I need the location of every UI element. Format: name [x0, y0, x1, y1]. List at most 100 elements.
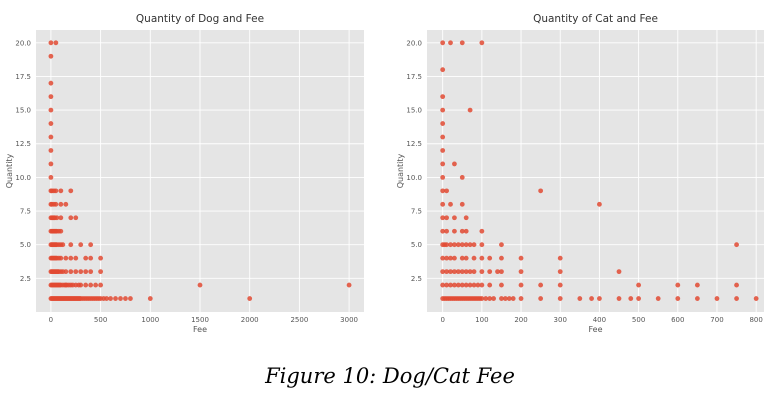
- cat-data-point: [479, 255, 485, 261]
- cat-data-point: [448, 40, 453, 46]
- dog-data-point: [68, 269, 74, 275]
- dog-data-point: [88, 242, 94, 248]
- cat-data-point: [440, 94, 446, 100]
- cat-data-point: [616, 269, 622, 275]
- cat-data-point: [440, 188, 446, 194]
- dog-data-point: [98, 269, 104, 275]
- dog-data-point: [68, 215, 74, 221]
- cat-x-tick-label: 200: [514, 316, 527, 324]
- cat-data-point: [502, 296, 508, 301]
- dog-data-point: [63, 201, 69, 207]
- cat-data-point: [440, 201, 446, 207]
- dog-data-point: [98, 282, 104, 288]
- cat-data-point: [440, 282, 446, 288]
- dog-data-point: [58, 215, 64, 221]
- cat-y-tick-label: 10.0: [406, 174, 422, 182]
- cat-data-point: [734, 296, 739, 301]
- dog-data-point: [60, 242, 66, 248]
- cat-data-point: [452, 242, 457, 248]
- figure-caption: Figure 10: Dog/Cat Fee: [265, 364, 515, 388]
- cat-y-tick-label: 17.5: [406, 73, 422, 81]
- cat-data-point: [455, 269, 461, 275]
- cat-data-point: [459, 255, 465, 261]
- cat-data-point: [440, 215, 446, 221]
- cat-data-point: [440, 40, 446, 46]
- dog-x-tick-label: 2500: [290, 316, 308, 324]
- cat-data-point: [440, 67, 446, 73]
- cat-x-tick-label: 300: [554, 316, 567, 324]
- dog-x-tick-label: 2000: [241, 316, 259, 324]
- cat-x-tick-label: 0: [440, 316, 444, 324]
- dog-data-point: [104, 296, 109, 301]
- dog-y-tick-label: 20.0: [15, 39, 31, 47]
- dog-y-tick-label: 12.5: [15, 140, 31, 148]
- dog-data-point: [58, 255, 64, 261]
- dog-data-point: [88, 282, 94, 288]
- cat-data-point: [597, 296, 602, 301]
- cat-data-point: [459, 282, 465, 288]
- dog-data-point: [48, 80, 54, 86]
- dog-data-point: [113, 296, 118, 301]
- cat-data-point: [616, 296, 622, 301]
- cat-data-point: [655, 296, 661, 301]
- cat-x-tick-label: 700: [710, 316, 723, 324]
- cat-data-point: [518, 255, 524, 261]
- dog-x-tick-label: 500: [94, 316, 107, 324]
- cat-data-point: [557, 255, 563, 261]
- cat-data-point: [479, 296, 485, 301]
- cat-data-point: [459, 40, 465, 46]
- cat-y-tick-label: 12.5: [406, 140, 422, 148]
- cat-data-point: [463, 269, 469, 275]
- cat-data-point: [487, 269, 493, 275]
- cat-data-point: [448, 242, 453, 248]
- dog-data-point: [78, 282, 84, 288]
- dog-fee-scatter-plot: 0 500 1000 1500 2000 2500 3000 2.5 5.0 7.5 10.0 12.…: [5, 13, 364, 334]
- cat-x-axis-label: Fee: [588, 325, 602, 334]
- dog-data-point: [83, 282, 89, 288]
- cat-data-point: [459, 174, 465, 180]
- dog-data-point: [48, 134, 54, 140]
- cat-data-point: [506, 296, 512, 301]
- dog-data-point: [53, 201, 59, 207]
- cat-data-point: [518, 269, 524, 275]
- cat-data-point: [467, 269, 473, 275]
- cat-data-point: [440, 107, 446, 113]
- cat-data-point: [452, 255, 457, 261]
- dog-y-tick-label: 10.0: [15, 174, 31, 182]
- dog-data-point: [53, 188, 59, 194]
- cat-data-point: [495, 269, 500, 275]
- cat-data-point: [444, 269, 449, 275]
- cat-data-point: [475, 282, 481, 288]
- cat-data-point: [452, 282, 457, 288]
- cat-data-point: [448, 255, 453, 261]
- cat-chart-title: Quantity of Cat and Fee: [533, 13, 658, 25]
- cat-data-point: [448, 201, 453, 207]
- cat-data-point: [597, 201, 602, 207]
- cat-data-point: [467, 107, 473, 113]
- cat-data-point: [675, 296, 681, 301]
- cat-data-point: [471, 269, 477, 275]
- cat-data-point: [557, 269, 563, 275]
- dog-data-point: [48, 174, 54, 180]
- dog-data-point: [118, 296, 123, 301]
- dog-y-tick-label: 15.0: [15, 107, 31, 115]
- cat-data-point: [467, 282, 473, 288]
- cat-data-point: [440, 134, 446, 140]
- cat-data-point: [714, 296, 720, 301]
- cat-data-point: [440, 161, 446, 167]
- cat-data-point: [459, 201, 465, 207]
- cat-data-point: [440, 269, 446, 275]
- cat-data-point: [538, 296, 544, 301]
- dog-x-tick-label: 1500: [191, 316, 209, 324]
- cat-data-point: [440, 121, 446, 126]
- cat-y-axis-label: Quantity: [396, 153, 405, 188]
- cat-data-point: [448, 282, 453, 288]
- cat-data-point: [440, 228, 446, 234]
- dog-data-point: [78, 242, 84, 248]
- cat-data-point: [471, 255, 477, 261]
- cat-data-point: [471, 282, 477, 288]
- dog-x-tick-label: 1000: [141, 316, 159, 324]
- dog-data-point: [48, 121, 54, 126]
- dog-y-tick-label: 5.0: [20, 241, 31, 249]
- cat-data-point: [479, 228, 485, 234]
